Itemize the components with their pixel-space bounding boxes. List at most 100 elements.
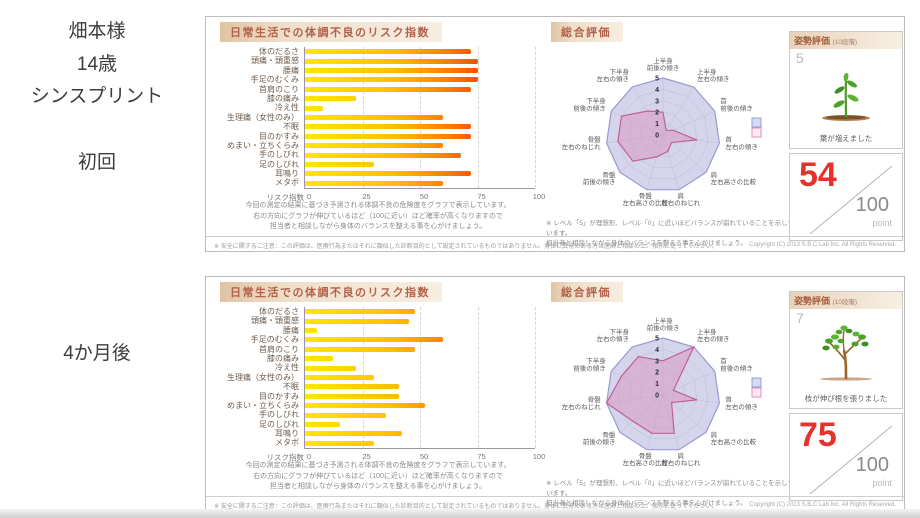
risk-bar: [305, 328, 317, 333]
x-axis-tick: 100: [532, 192, 546, 201]
risk-bar: [305, 124, 471, 130]
bar-category-label: メタボ: [275, 178, 299, 188]
svg-text:骨盤: 骨盤: [588, 135, 602, 144]
panel-footer: ※ 安全に関するご注意：この評価は、医療行為またはそれに類似した診断目的として設…: [206, 236, 904, 253]
svg-text:左右の傾き: 左右の傾き: [697, 334, 730, 343]
bar-chart-title: 日常生活での体調不良のリスク指数: [220, 282, 442, 302]
bar-category-label: 耳鳴り: [275, 169, 299, 179]
gridline: [535, 47, 536, 188]
score-unit: point: [872, 478, 892, 488]
x-axis-title: リスク指数: [266, 453, 305, 462]
svg-text:骨盤: 骨盤: [602, 170, 616, 179]
score-unit: point: [872, 218, 892, 228]
patient-condition: シンスプリント: [30, 86, 164, 108]
page-bottom-strip: [0, 509, 920, 518]
risk-bar: [305, 365, 356, 371]
bar-note-line: 今回の測定の結果に基づき予測される体調不良の危険度をグラフで表示しています。: [245, 462, 511, 469]
bar-category-label: 生理痛（女性のみ）: [227, 112, 299, 122]
svg-text:肩: 肩: [677, 451, 684, 460]
svg-text:左右高さの比較: 左右高さの比較: [623, 198, 669, 207]
svg-text:0: 0: [655, 133, 659, 140]
svg-text:上半身: 上半身: [697, 67, 717, 76]
sprout-illustration: [815, 60, 877, 131]
svg-text:0: 0: [655, 393, 659, 400]
svg-text:前後の傾き: 前後の傾き: [573, 103, 606, 112]
bar-chart-note: 今回の測定の結果に基づき予測される体調不良の危険度をグラフで表示しています。 右…: [210, 461, 546, 493]
svg-text:下半身: 下半身: [586, 356, 606, 365]
radar-note-line: ※ レベル「5」が理想形、レベル「0」に近いほどバランスが崩れていることを示して…: [546, 220, 794, 238]
panel-footer: ※ 安全に関するご注意：この評価は、医療行為またはそれに類似した診断目的として設…: [206, 496, 904, 513]
risk-bar: [305, 403, 425, 409]
bar-note-line: 右の方向にグラフが伸びているほど（100に近い）ほど確率が高くなりますので: [253, 212, 503, 220]
bar-note-line: 右の方向にグラフが伸びているほど（100に近い）ほど確率が高くなりますので: [253, 472, 503, 480]
score-slash-line: [809, 425, 893, 495]
risk-bar: [305, 318, 409, 324]
x-axis-tick: 100: [532, 452, 546, 461]
bar-category-label: 体のだるさ: [259, 307, 299, 316]
svg-text:左右の傾き: 左右の傾き: [697, 74, 730, 83]
svg-text:上半身: 上半身: [653, 316, 673, 325]
posture-header-label: 姿勢評価: [794, 296, 831, 306]
x-axis-tick: 25: [362, 452, 371, 461]
risk-bar: [305, 152, 462, 158]
patient-name: 畑本様: [68, 21, 126, 42]
risk-bar: [305, 375, 374, 380]
risk-bar: [305, 412, 386, 418]
svg-text:5: 5: [655, 76, 659, 83]
svg-text:左右の傾き: 左右の傾き: [725, 142, 758, 151]
bar-category-label: 手のしびれ: [259, 410, 299, 420]
risk-bar: [305, 346, 416, 352]
bar-category-label: 目のかすみ: [259, 131, 299, 141]
score-box: 75 100 point: [789, 413, 903, 501]
bar-label-column: 体のだるさ 頭痛・頭重感 腰痛 手足のむくみ 首肩のこり 膝の痛み 冷え性 生理痛（女性のみ）…: [216, 47, 304, 189]
bar-note-line: 担当者と相談しながら身体のバランスを整える事を心がけましょう。: [269, 483, 487, 490]
svg-text:2: 2: [655, 370, 659, 377]
bar-x-axis: リスク指数 0 25 50 75 100: [216, 189, 546, 203]
risk-bar: [305, 133, 471, 139]
posture-evaluation-box: 姿勢評価 (10段階) 5 葉が増えました: [789, 31, 903, 149]
svg-text:下半身: 下半身: [586, 96, 606, 105]
report-panel-followup: 日常生活での体調不良のリスク指数 体のだるさ 頭痛・頭重感 腰痛 手足のむくみ 首肩のこ…: [205, 276, 905, 512]
svg-text:5: 5: [655, 336, 659, 343]
bar-plot-area: [304, 47, 536, 189]
svg-text:左右のねじれ: 左右のねじれ: [661, 458, 701, 467]
x-axis-tick: 0: [306, 452, 312, 461]
svg-text:前後の傾き: 前後の傾き: [647, 323, 680, 332]
posture-level-value: 5: [796, 50, 804, 66]
bar-label-column: 体のだるさ 頭痛・頭重感 腰痛 手足のむくみ 首肩のこり 膝の痛み 冷え性 生理痛（女性のみ）…: [216, 307, 304, 449]
risk-bar: [305, 143, 443, 149]
svg-text:肩: 肩: [711, 170, 718, 179]
risk-bar: [305, 49, 471, 55]
risk-bar: [305, 180, 443, 186]
svg-text:1: 1: [655, 121, 659, 128]
bar-category-label: 冷え性: [275, 103, 299, 113]
x-axis-tick: 50: [419, 452, 429, 461]
bar-category-label: 足のしびれ: [259, 419, 299, 429]
radar-note-line: 担当者と相談しながら身体のバランスを整える事を心がけましょう。: [546, 500, 747, 508]
x-axis-tick: 0: [306, 192, 312, 201]
svg-text:左右の傾き: 左右の傾き: [596, 334, 629, 343]
x-axis-tick: 75: [477, 452, 486, 461]
bar-category-label: 耳鳴り: [275, 429, 299, 439]
radar-note: ※ レベル「5」が理想形、レベル「0」に近いほどバランスが崩れていることを示して…: [546, 479, 796, 509]
svg-text:首: 首: [725, 135, 732, 144]
gridline: [477, 307, 479, 448]
tree-illustration: [813, 320, 879, 391]
bar-category-label: 膝の痛み: [267, 93, 299, 103]
bar-chart-title: 日常生活での体調不良のリスク指数: [220, 22, 442, 42]
svg-text:骨盤: 骨盤: [639, 451, 653, 460]
overall-evaluation-radar: 0 1 2 3 4 5 上半身 前後の傾き 上半身 左右の傾き首前後の傾き首左右の傾き肩左右高さの…: [551, 35, 801, 225]
risk-bar-chart: 体のだるさ 頭痛・頭重感 腰痛 手足のむくみ 首肩のこり 膝の痛み 冷え性 生理痛（女性のみ）…: [216, 47, 546, 203]
bar-category-label: めまい・立ちくらみ: [227, 400, 299, 410]
bar-category-label: 足のしびれ: [259, 159, 299, 169]
radar-chart-title: 総合評価: [551, 22, 623, 42]
bar-category-label: めまい・立ちくらみ: [227, 140, 299, 150]
svg-text:首: 首: [720, 356, 727, 365]
risk-bar: [305, 86, 471, 92]
x-axis-title: リスク指数: [266, 193, 305, 202]
bar-category-label: 不眠: [283, 382, 299, 392]
bar-category-label: 頭痛・頭重感: [251, 56, 299, 66]
score-value: 54: [799, 156, 837, 194]
bar-category-label: 不眠: [283, 122, 299, 132]
radar-note-line: 担当者と相談しながら身体のバランスを整える事を心がけましょう。: [546, 240, 747, 248]
